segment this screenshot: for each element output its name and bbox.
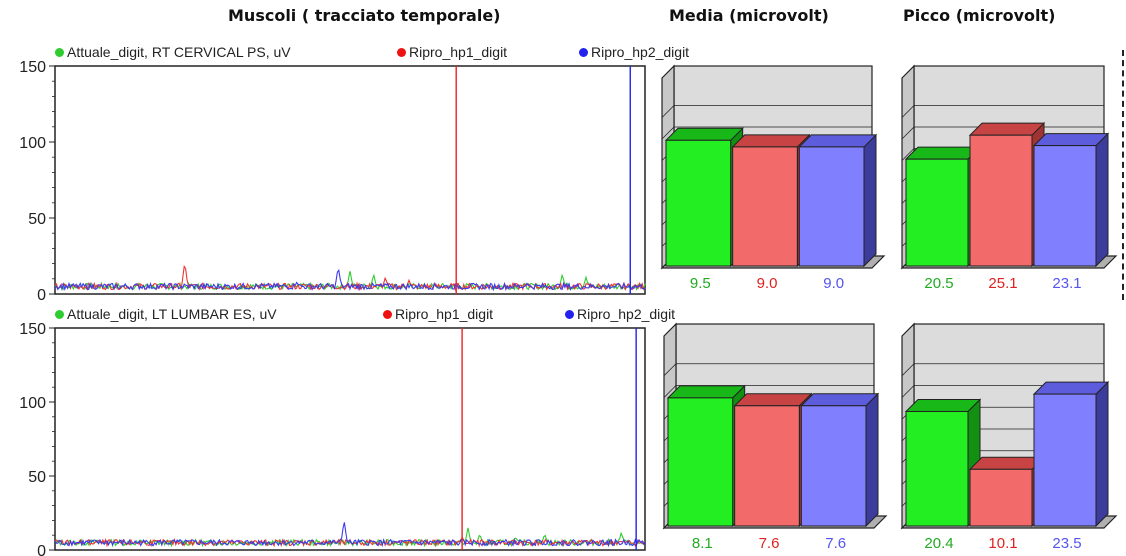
gridline-side xyxy=(901,385,915,398)
bar xyxy=(665,139,732,267)
gridline-side xyxy=(663,363,677,377)
bar-top xyxy=(968,456,1046,470)
legend-label: Ripro_hp2_digit xyxy=(591,44,690,60)
bar-top xyxy=(731,134,811,148)
y-tick-label: 0 xyxy=(37,287,46,300)
mean-bar-chart-top: 9.5 9.0 9.0 xyxy=(660,64,886,292)
y-tick-label: 100 xyxy=(19,395,46,412)
plot-area xyxy=(54,327,646,551)
bar xyxy=(667,397,734,527)
bar xyxy=(1033,393,1097,527)
bar xyxy=(798,146,865,267)
trace-section-title: Muscoli ( tracciato temporale) xyxy=(228,6,501,25)
gridline-side xyxy=(663,385,677,398)
bar-value-label: 9.5 xyxy=(690,275,711,292)
y-tick-label: 0 xyxy=(37,543,46,556)
bar-top xyxy=(664,127,744,141)
panel-divider xyxy=(1122,50,1124,300)
gridline-side xyxy=(661,105,675,118)
bar xyxy=(734,405,800,527)
gridline-side xyxy=(901,148,915,161)
y-tick-label: 50 xyxy=(28,211,46,228)
y-tick-label: 150 xyxy=(19,60,46,76)
bar-top xyxy=(904,398,982,412)
bar-top xyxy=(1032,133,1110,147)
bar-top xyxy=(904,146,982,160)
bar-value-label: 23.1 xyxy=(1052,275,1081,292)
bar-side xyxy=(863,133,877,268)
legend-item-hp1: Ripro_hp1_digit xyxy=(383,306,493,322)
legend-label: Ripro_hp1_digit xyxy=(395,306,494,322)
legend-item-current: Attuale_digit, LT LUMBAR ES, uV xyxy=(55,306,277,322)
bar-top xyxy=(733,393,813,407)
y-tick-label: 150 xyxy=(19,322,46,338)
gridline-side xyxy=(901,126,915,140)
bar xyxy=(969,468,1033,527)
bar-top xyxy=(798,134,878,148)
trace-chart-cervical: 0 50 100 150 xyxy=(19,60,646,300)
green-dot-icon xyxy=(55,309,64,319)
blue-dot-icon xyxy=(579,47,588,57)
gridline-side xyxy=(901,363,915,377)
legend-item-hp1: Ripro_hp1_digit xyxy=(397,44,507,60)
bar-value-label: 23.5 xyxy=(1052,535,1081,552)
gridline-side xyxy=(901,105,915,118)
legend-label: Ripro_hp1_digit xyxy=(409,44,508,60)
mean-section-title: Media (microvolt) xyxy=(669,6,829,25)
bar-side xyxy=(865,392,879,528)
bar xyxy=(1033,145,1097,267)
blue-dot-icon xyxy=(565,309,574,319)
green-dot-icon xyxy=(55,47,64,57)
bar-side xyxy=(1095,132,1109,268)
bar xyxy=(905,410,969,527)
bar-value-label: 7.6 xyxy=(825,535,846,552)
legend-item-hp2: Ripro_hp2_digit xyxy=(579,44,689,60)
series-line-blue xyxy=(54,268,646,292)
legend-label: Attuale_digit, LT LUMBAR ES, uV xyxy=(67,306,277,322)
bar-top xyxy=(968,122,1046,136)
trace-chart-lumbar: 0 50 100 150 xyxy=(19,322,646,556)
legend-item-current: Attuale_digit, RT CERVICAL PS, uV xyxy=(55,44,291,60)
red-dot-icon xyxy=(383,309,392,319)
y-tick-label: 50 xyxy=(28,469,46,486)
legend-item-hp2: Ripro_hp2_digit xyxy=(565,306,675,322)
bar-value-label: 20.5 xyxy=(924,275,953,292)
bar-value-label: 20.4 xyxy=(924,535,953,552)
peak-section-title: Picco (microvolt) xyxy=(903,6,1056,25)
red-dot-icon xyxy=(397,47,406,57)
bar-top xyxy=(1032,381,1110,395)
bar-value-label: 9.0 xyxy=(823,275,844,292)
bar-value-label: 8.1 xyxy=(692,535,713,552)
plot-area xyxy=(54,65,646,295)
peak-bar-chart-top: 20.5 25.1 23.1 xyxy=(900,64,1118,292)
bar xyxy=(969,134,1033,267)
mean-bar-chart-bottom: 8.1 7.6 7.6 xyxy=(662,322,888,552)
bar-top xyxy=(800,393,880,407)
peak-bar-chart-bottom: 20.4 10.1 23.5 xyxy=(900,322,1118,552)
bar-value-label: 25.1 xyxy=(988,275,1017,292)
series-line-blue xyxy=(54,522,646,548)
bar-top xyxy=(666,385,746,399)
bar xyxy=(732,146,798,267)
gridline-side xyxy=(661,126,675,140)
bar-value-label: 7.6 xyxy=(759,535,780,552)
bar-value-label: 9.0 xyxy=(757,275,778,292)
legend-label: Attuale_digit, RT CERVICAL PS, uV xyxy=(67,44,291,60)
y-tick-label: 100 xyxy=(19,135,46,152)
bar xyxy=(905,158,969,267)
bar-value-label: 10.1 xyxy=(988,535,1017,552)
bar xyxy=(800,405,867,527)
bar-side xyxy=(1095,380,1109,528)
legend-label: Ripro_hp2_digit xyxy=(577,306,676,322)
